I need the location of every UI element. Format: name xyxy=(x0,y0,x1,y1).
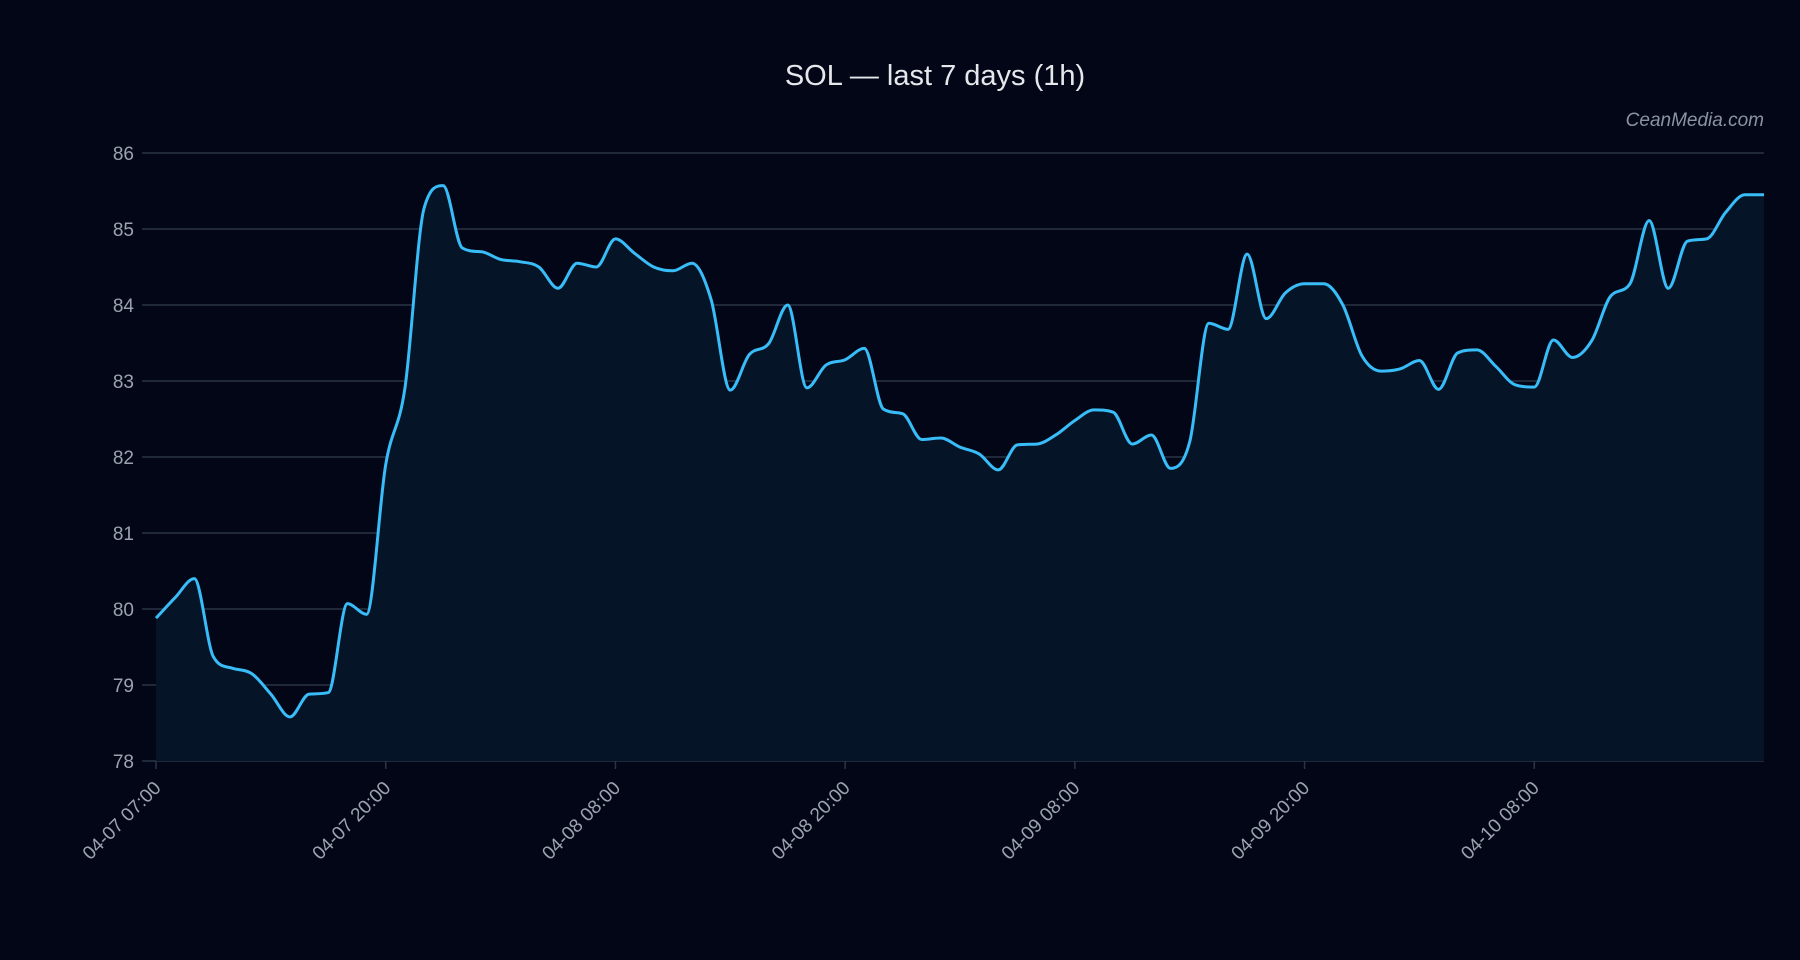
chart-title: SOL — last 7 days (1h) xyxy=(785,60,1085,92)
y-tick-label: 84 xyxy=(113,296,135,317)
x-tick-label: 04-08 20:00 xyxy=(768,778,855,865)
y-tick-label: 78 xyxy=(113,752,134,773)
area-fill xyxy=(156,185,1764,761)
watermark: CeanMedia.com xyxy=(1626,110,1764,131)
price-line xyxy=(154,184,1764,719)
y-tick-label: 81 xyxy=(113,524,134,545)
y-axis: 78 79 80 81 82 83 84 85 86 xyxy=(113,144,156,773)
x-tick-label: 04-09 20:00 xyxy=(1228,778,1315,865)
y-tick-label: 79 xyxy=(113,676,134,697)
x-tick-label: 04-10 08:00 xyxy=(1457,778,1544,865)
x-tick-label: 04-07 07:00 xyxy=(79,778,166,865)
y-tick-label: 82 xyxy=(113,448,134,469)
y-tick-label: 86 xyxy=(113,144,134,165)
y-tick-label: 80 xyxy=(113,600,134,621)
y-tick-label: 83 xyxy=(113,372,134,393)
x-axis: 04-07 07:00 04-07 20:00 04-08 08:00 04-08 2… xyxy=(79,761,1544,864)
x-tick-label: 04-09 08:00 xyxy=(998,778,1085,865)
x-tick-label: 04-08 08:00 xyxy=(538,778,625,865)
y-tick-label: 85 xyxy=(113,220,134,241)
x-tick-label: 04-07 20:00 xyxy=(309,778,396,865)
